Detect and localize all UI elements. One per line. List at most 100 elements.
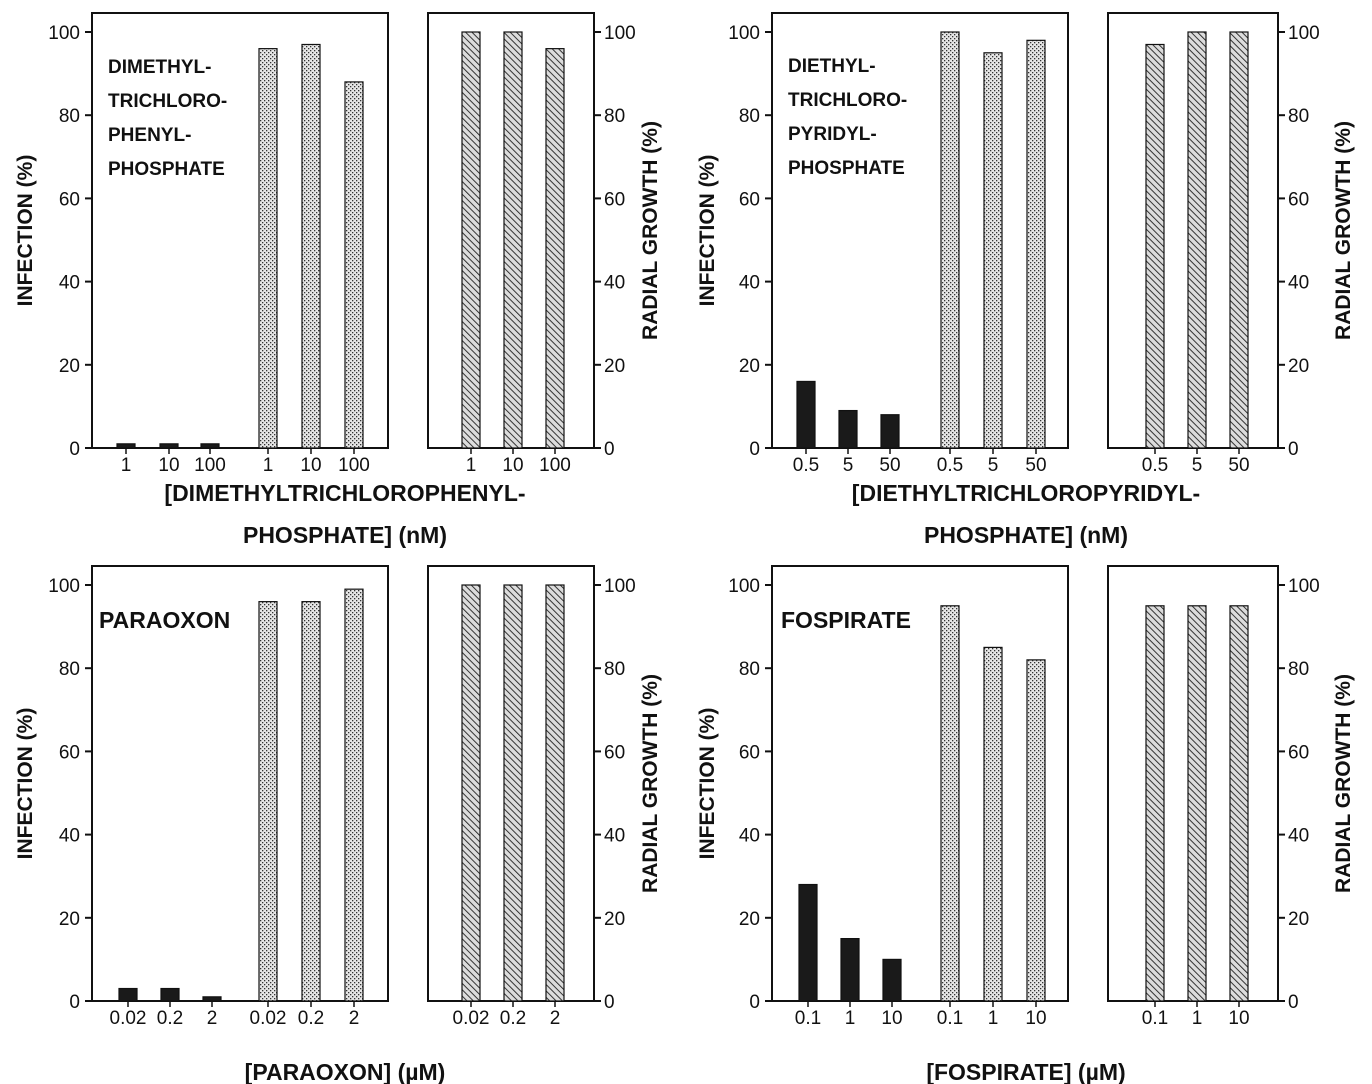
x-tick-label: 0.1 [1142, 1008, 1168, 1029]
right-y-tick-label: 100 [604, 23, 636, 44]
infection-bar [118, 987, 138, 1002]
right-y-axis-title: RADIAL GROWTH (%) [639, 121, 662, 340]
right-y-tick-label: 40 [604, 826, 625, 847]
compound-annotation: DIMETHYL- [108, 57, 211, 78]
left-y-tick-label: 100 [48, 23, 80, 44]
x-tick-label: 0.5 [793, 455, 819, 476]
left-y-tick-label: 60 [59, 742, 80, 763]
annotation-background [96, 604, 256, 638]
right-y-tick-label: 20 [604, 909, 625, 930]
right-y-tick-label: 80 [1288, 659, 1309, 680]
growth-bar [545, 584, 565, 1002]
x-tick-label: 0.5 [937, 455, 963, 476]
right-y-tick-label: 60 [604, 742, 625, 763]
right-y-tick-label: 0 [604, 439, 615, 460]
left-y-axis-title: INFECTION (%) [696, 708, 719, 860]
chart-1: 0 0 20 20 40 40 60 60 80 80 100 100 INFECTION (%) RAD… [14, 12, 662, 548]
right-y-tick-label: 100 [1288, 23, 1320, 44]
left-y-tick-label: 40 [59, 826, 80, 847]
x-tick-label: 1 [466, 455, 477, 476]
compound-annotation: PYRIDYL- [788, 124, 877, 145]
chart-3: 0 0 20 20 40 40 60 60 80 80 100 100 INFECTION (%) RAD… [14, 565, 662, 1084]
right-y-tick-label: 100 [1288, 576, 1320, 597]
growth-bar [1145, 43, 1165, 449]
left-y-tick-label: 0 [69, 992, 80, 1013]
x-tick-label: 1 [988, 1008, 999, 1029]
infection-bar [882, 958, 902, 1002]
left-y-tick-label: 40 [739, 273, 760, 294]
chart-2: 0 0 20 20 40 40 60 60 80 80 100 100 INFECTION (%) RAD… [696, 12, 1355, 548]
infection-panel-frame [91, 565, 389, 1002]
x-tick-label: 1 [263, 455, 274, 476]
growth-bar [461, 31, 481, 449]
infection-bar [344, 588, 364, 1002]
left-y-axis-title: INFECTION (%) [14, 708, 37, 860]
x-tick-label: 2 [349, 1008, 360, 1029]
x-tick-label: 10 [300, 455, 321, 476]
x-tick-label: 0.02 [250, 1008, 287, 1029]
infection-bar [159, 443, 179, 449]
infection-bar [258, 601, 278, 1002]
x-axis-title: [DIMETHYLTRICHLOROPHENYL- [164, 480, 525, 506]
left-y-tick-label: 60 [59, 189, 80, 210]
right-y-tick-label: 40 [1288, 273, 1309, 294]
x-tick-label: 1 [1192, 1008, 1203, 1029]
right-y-tick-label: 0 [1288, 992, 1299, 1013]
left-y-tick-label: 80 [59, 106, 80, 127]
infection-panel-frame [771, 565, 1069, 1002]
x-tick-label: 5 [988, 455, 999, 476]
x-tick-label: 100 [338, 455, 370, 476]
x-tick-label: 0.5 [1142, 455, 1168, 476]
x-tick-label: 0.1 [937, 1008, 963, 1029]
growth-bar [503, 31, 523, 449]
x-tick-label: 0.2 [157, 1008, 183, 1029]
chart-4: 0 0 20 20 40 40 60 60 80 80 100 100 INFECTION (%) RAD… [696, 565, 1355, 1084]
infection-bar [160, 987, 180, 1002]
compound-annotation: TRICHLORO- [108, 91, 227, 112]
infection-bar [940, 605, 960, 1002]
x-tick-label: 100 [539, 455, 571, 476]
growth-bar [1229, 31, 1249, 449]
left-y-axis-title: INFECTION (%) [14, 155, 37, 307]
compound-annotation: DIETHYL- [788, 56, 876, 77]
x-tick-label: 0.2 [500, 1008, 526, 1029]
x-tick-label: 10 [1025, 1008, 1046, 1029]
growth-bar [1187, 605, 1207, 1002]
x-axis-title: [PARAOXON] (µM) [245, 1059, 446, 1084]
infection-bar [840, 937, 860, 1002]
right-y-tick-label: 60 [1288, 742, 1309, 763]
infection-bar [258, 48, 278, 449]
x-tick-label: 5 [843, 455, 854, 476]
x-tick-label: 100 [194, 455, 226, 476]
left-y-tick-label: 20 [59, 909, 80, 930]
infection-bar [838, 409, 858, 449]
compound-annotation: PHOSPHATE [788, 158, 905, 179]
left-y-tick-label: 20 [59, 356, 80, 377]
infection-bar [200, 443, 220, 449]
left-y-tick-label: 100 [728, 576, 760, 597]
left-y-tick-label: 0 [69, 439, 80, 460]
right-y-axis-title: RADIAL GROWTH (%) [639, 674, 662, 893]
infection-bar [344, 81, 364, 449]
x-tick-label: 2 [550, 1008, 561, 1029]
x-tick-label: 1 [845, 1008, 856, 1029]
infection-bar [796, 380, 816, 449]
left-y-tick-label: 80 [59, 659, 80, 680]
growth-bar [1187, 31, 1207, 449]
left-y-tick-label: 20 [739, 356, 760, 377]
x-tick-label: 0.02 [110, 1008, 147, 1029]
left-y-tick-label: 0 [749, 992, 760, 1013]
x-tick-label: 2 [207, 1008, 218, 1029]
right-y-tick-label: 80 [1288, 106, 1309, 127]
right-y-tick-label: 80 [604, 106, 625, 127]
x-tick-label: 1 [121, 455, 132, 476]
infection-bar [983, 646, 1003, 1002]
infection-panel-frame [91, 12, 389, 449]
infection-bar [301, 601, 321, 1002]
infection-bar [202, 996, 222, 1002]
x-tick-label: 10 [1228, 1008, 1249, 1029]
compound-annotation: TRICHLORO- [788, 90, 907, 111]
infection-bar [798, 883, 818, 1002]
right-y-axis-title: RADIAL GROWTH (%) [1332, 674, 1355, 893]
